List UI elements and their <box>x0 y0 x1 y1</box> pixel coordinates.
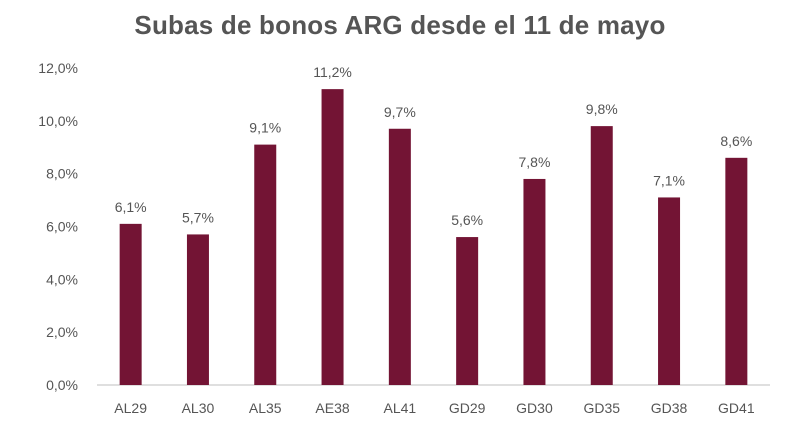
x-tick-label: GD30 <box>516 400 553 416</box>
bar-gd29 <box>456 237 479 385</box>
bar-al30 <box>186 234 209 385</box>
y-tick-label: 4,0% <box>46 271 78 287</box>
data-label: 6,1% <box>115 199 147 215</box>
x-tick-label: AL35 <box>249 400 282 416</box>
y-tick-label: 2,0% <box>46 324 78 340</box>
data-label: 8,6% <box>720 133 752 149</box>
y-tick-label: 12,0% <box>38 60 78 76</box>
bar-al41 <box>388 128 411 385</box>
x-tick-label: GD38 <box>651 400 688 416</box>
bar-gd38 <box>658 197 681 385</box>
data-label: 7,1% <box>653 172 685 188</box>
data-label: 7,8% <box>518 154 550 170</box>
x-tick-label: AL29 <box>114 400 147 416</box>
x-tick-label: GD41 <box>718 400 755 416</box>
x-tick-label: GD29 <box>449 400 486 416</box>
bar-gd30 <box>523 178 546 385</box>
data-label: 9,8% <box>586 101 618 117</box>
chart-title: Subas de bonos ARG desde el 11 de mayo <box>134 10 666 40</box>
bar-al35 <box>254 144 277 385</box>
x-tick-label: AL41 <box>383 400 416 416</box>
y-tick-label: 6,0% <box>46 219 78 235</box>
y-tick-label: 0,0% <box>46 377 78 393</box>
data-label: 9,1% <box>249 120 281 136</box>
data-label: 5,6% <box>451 212 483 228</box>
x-tick-label: AL30 <box>182 400 215 416</box>
y-tick-label: 8,0% <box>46 166 78 182</box>
data-label: 11,2% <box>313 64 352 80</box>
y-tick-label: 10,0% <box>38 113 78 129</box>
x-tick-label: GD35 <box>583 400 620 416</box>
data-label: 5,7% <box>182 209 214 225</box>
bar-gd35 <box>590 126 613 385</box>
x-tick-label: AE38 <box>315 400 349 416</box>
data-label: 9,7% <box>384 104 416 120</box>
bar-gd41 <box>725 157 748 385</box>
bar-al29 <box>119 223 142 385</box>
bar-ae38 <box>321 89 344 385</box>
